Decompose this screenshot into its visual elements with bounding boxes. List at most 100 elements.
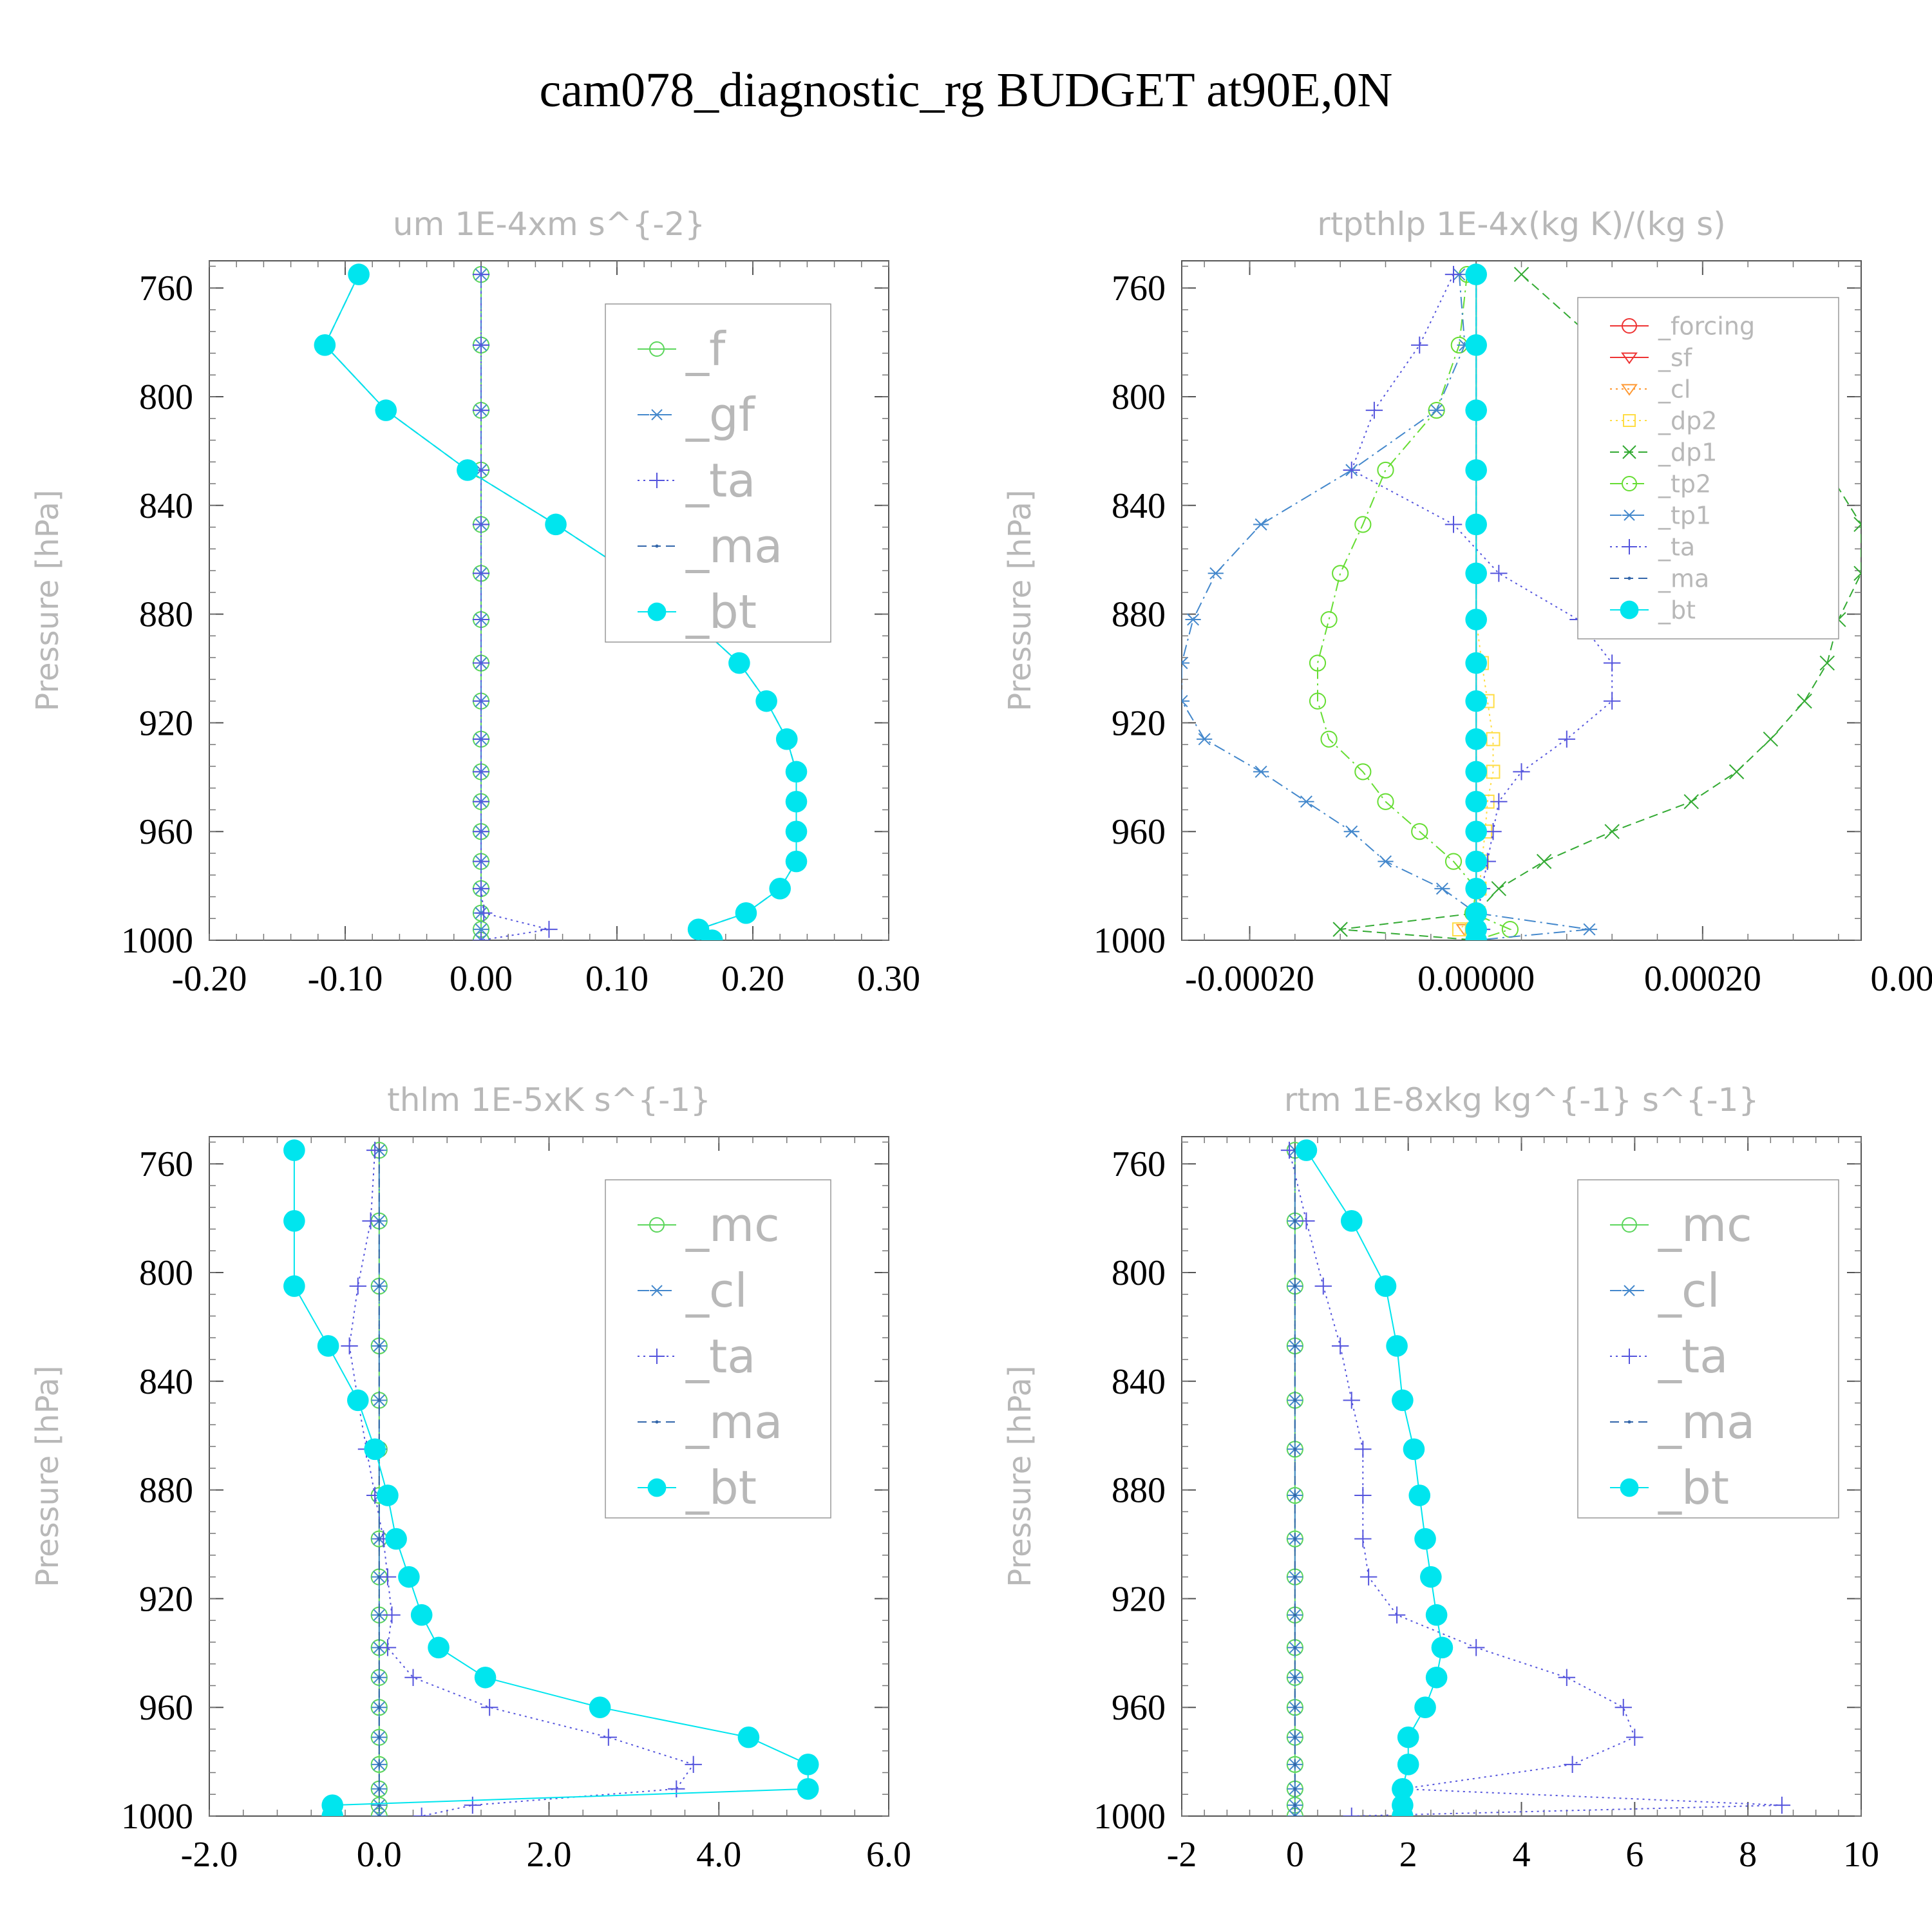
data-point xyxy=(1819,655,1835,671)
legend-marker xyxy=(1622,1285,1636,1296)
legend-label: _mc xyxy=(685,1198,780,1252)
data-point xyxy=(1298,795,1314,808)
y-tick-label: 840 xyxy=(1112,1362,1166,1402)
legend-marker xyxy=(650,409,664,421)
data-point xyxy=(377,1736,381,1739)
data-point xyxy=(1408,1484,1431,1506)
y-tick-label: 960 xyxy=(139,1688,193,1728)
data-point xyxy=(1465,850,1487,873)
data-point xyxy=(1425,1666,1448,1689)
data-point xyxy=(735,902,757,924)
data-point xyxy=(472,401,490,419)
legend-label: _gf xyxy=(685,388,756,442)
data-point xyxy=(362,1212,379,1230)
panel-title: um 1E-4xm s^{-2} xyxy=(393,205,705,243)
data-point xyxy=(668,1780,685,1797)
data-point xyxy=(1491,881,1507,896)
data-point xyxy=(1397,1754,1419,1776)
plot-area xyxy=(283,1139,819,1816)
data-point xyxy=(1293,1344,1297,1348)
data-point xyxy=(1377,461,1394,479)
data-point xyxy=(1853,516,1861,533)
data-point xyxy=(600,1728,618,1746)
data-point xyxy=(1490,565,1508,582)
x-tick-label: -0.20 xyxy=(172,959,247,999)
data-point xyxy=(1182,657,1190,670)
y-axis-label: Pressure [hPa] xyxy=(1002,489,1038,711)
legend-marker xyxy=(1620,1478,1639,1497)
data-point xyxy=(1604,824,1620,839)
legend-label: _cl xyxy=(1658,1264,1720,1318)
y-tick-label: 880 xyxy=(139,1471,193,1511)
legend-label: _ta xyxy=(1658,533,1695,561)
legend-label: _forcing xyxy=(1658,312,1755,340)
y-tick-label: 840 xyxy=(139,486,193,526)
legend-marker xyxy=(650,1285,664,1296)
data-point xyxy=(473,923,489,936)
legend-marker xyxy=(649,1349,665,1364)
data-point xyxy=(1465,761,1487,783)
data-point xyxy=(1354,1530,1372,1548)
y-tick-label: 920 xyxy=(139,1579,193,1619)
data-point xyxy=(398,1566,420,1588)
data-point xyxy=(1354,1486,1372,1504)
legend-label: _bt xyxy=(685,585,757,639)
legend-marker xyxy=(649,1217,665,1233)
legend-label: _ma xyxy=(1658,564,1709,592)
x-tick-label: 2 xyxy=(1399,1835,1417,1875)
data-point xyxy=(775,728,798,750)
legend-marker xyxy=(1622,445,1636,459)
y-tick-label: 880 xyxy=(139,595,193,635)
series-tp1 xyxy=(1182,268,1598,940)
data-point xyxy=(377,1705,381,1709)
x-tick-label: 6 xyxy=(1625,1835,1643,1875)
legend-label: _ta xyxy=(685,1329,755,1383)
data-point xyxy=(1484,823,1502,840)
data-point xyxy=(1564,1756,1581,1774)
x-tick-label: 0.00020 xyxy=(1644,959,1761,999)
data-point xyxy=(1425,1604,1448,1626)
data-point xyxy=(1309,654,1327,672)
data-point xyxy=(1332,565,1349,582)
legend-box xyxy=(1577,297,1839,639)
data-point xyxy=(737,1726,760,1748)
data-point xyxy=(1773,1796,1791,1814)
data-point xyxy=(1428,404,1444,417)
data-point xyxy=(1253,765,1269,778)
data-point xyxy=(348,263,370,285)
legend-label: _bt xyxy=(1658,596,1696,624)
y-axis-label: Pressure [hPa] xyxy=(30,1365,66,1587)
data-point xyxy=(1411,336,1428,354)
data-point xyxy=(1392,1389,1414,1412)
legend-label: _sf xyxy=(1658,343,1693,372)
data-point xyxy=(1797,693,1812,709)
data-point xyxy=(317,1335,339,1357)
data-point xyxy=(341,1337,358,1355)
x-tick-label: 6.0 xyxy=(866,1835,911,1875)
data-point xyxy=(785,790,808,813)
y-tick-label: 920 xyxy=(1112,1579,1166,1619)
plot-area xyxy=(1182,263,1861,940)
data-point xyxy=(1763,732,1779,747)
y-tick-label: 840 xyxy=(1112,486,1166,526)
legend-label: _bt xyxy=(685,1461,757,1515)
data-point xyxy=(1287,1810,1303,1816)
data-point xyxy=(1182,695,1190,708)
data-point xyxy=(1197,733,1213,746)
x-tick-label: -0.00020 xyxy=(1185,959,1314,999)
figure-title: cam078_diagnostic_rg BUDGET at90E,0N xyxy=(540,63,1393,117)
data-point xyxy=(755,690,777,712)
legend-marker xyxy=(1622,509,1636,521)
data-point xyxy=(404,1669,422,1686)
data-point xyxy=(346,1389,369,1412)
data-point xyxy=(1293,1219,1297,1223)
data-point xyxy=(472,516,490,533)
data-point xyxy=(1386,1335,1408,1357)
panel-title: rtpthlp 1E-4x(kg K)/(kg s) xyxy=(1317,205,1725,243)
data-point xyxy=(1513,267,1530,282)
data-point xyxy=(1365,401,1383,419)
data-point xyxy=(1354,516,1372,533)
data-point xyxy=(428,1636,450,1659)
data-point xyxy=(1465,334,1487,356)
